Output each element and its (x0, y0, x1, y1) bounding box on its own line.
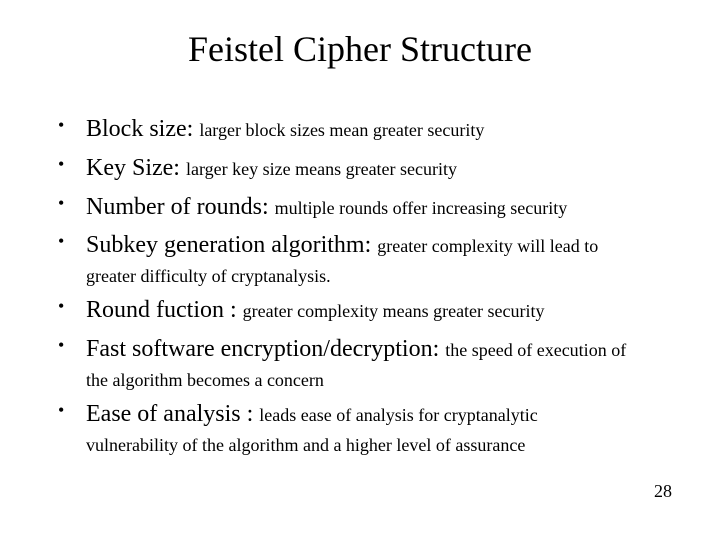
bullet-item: Round fuction : greater complexity means… (58, 293, 680, 328)
bullet-desc: greater complexity will lead to (377, 236, 598, 256)
bullet-lead: Number of rounds: (86, 194, 275, 220)
bullet-item: Subkey generation algorithm: greater com… (58, 228, 680, 289)
bullet-item: Fast software encryption/decryption: the… (58, 332, 680, 393)
bullet-continuation: greater difficulty of cryptanalysis. (86, 263, 680, 289)
bullet-desc: larger key size means greater security (186, 159, 457, 179)
bullet-lead: Round fuction : (86, 297, 243, 323)
bullet-desc: multiple rounds offer increasing securit… (275, 198, 568, 218)
bullet-item: Number of rounds: multiple rounds offer … (58, 190, 680, 225)
bullet-item: Ease of analysis : leads ease of analysi… (58, 397, 680, 458)
bullet-desc: the speed of execution of (445, 340, 626, 360)
bullet-lead: Fast software encryption/decryption: (86, 336, 445, 362)
bullet-desc: larger block sizes mean greater security (199, 120, 484, 140)
bullet-continuation: vulnerability of the algorithm and a hig… (86, 432, 680, 458)
bullet-list: Block size: larger block sizes mean grea… (40, 112, 680, 458)
bullet-desc: greater complexity means greater securit… (243, 301, 545, 321)
bullet-lead: Subkey generation algorithm: (86, 232, 377, 258)
bullet-lead: Ease of analysis : (86, 401, 259, 427)
bullet-lead: Key Size: (86, 155, 186, 181)
bullet-continuation: the algorithm becomes a concern (86, 367, 680, 393)
bullet-desc: leads ease of analysis for cryptanalytic (259, 405, 537, 425)
bullet-lead: Block size: (86, 116, 199, 142)
slide-title: Feistel Cipher Structure (40, 28, 680, 70)
page-number: 28 (654, 481, 672, 502)
bullet-item: Key Size: larger key size means greater … (58, 151, 680, 186)
bullet-item: Block size: larger block sizes mean grea… (58, 112, 680, 147)
